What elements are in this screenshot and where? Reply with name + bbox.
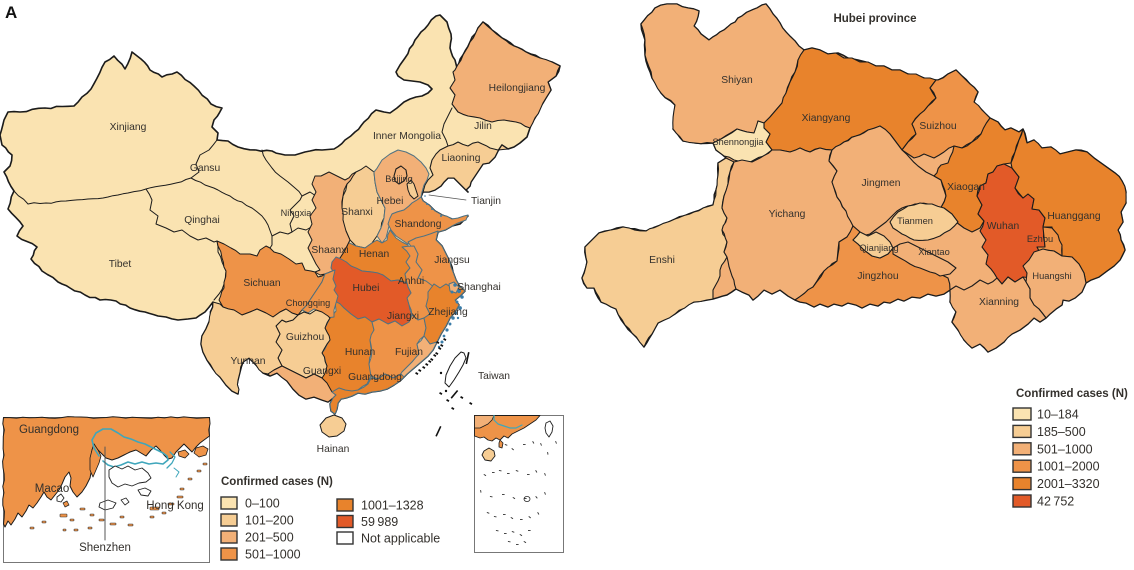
svg-text:Ningxia: Ningxia — [281, 208, 313, 218]
svg-text:Inner Mongolia: Inner Mongolia — [373, 131, 441, 142]
svg-text:Yunnan: Yunnan — [231, 356, 266, 367]
svg-text:185–500: 185–500 — [1037, 425, 1086, 439]
svg-text:1001–2000: 1001–2000 — [1037, 460, 1100, 474]
svg-text:Anhui: Anhui — [398, 276, 424, 287]
svg-text:Shanxi: Shanxi — [341, 207, 372, 218]
svg-text:Hebei: Hebei — [377, 196, 404, 207]
svg-text:501–1000: 501–1000 — [245, 548, 301, 562]
svg-text:1001–1328: 1001–1328 — [361, 499, 424, 513]
svg-text:Guangdong: Guangdong — [19, 424, 79, 436]
svg-text:Wuhan: Wuhan — [987, 221, 1020, 232]
svg-text:Xiantao: Xiantao — [918, 247, 950, 257]
svg-text:Liaoning: Liaoning — [442, 153, 481, 164]
svg-text:Henan: Henan — [359, 249, 390, 260]
svg-text:Hunan: Hunan — [345, 347, 376, 358]
svg-text:Enshi: Enshi — [649, 255, 675, 266]
svg-text:Ezhou: Ezhou — [1027, 234, 1053, 244]
svg-text:Confirmed cases (N): Confirmed cases (N) — [1016, 388, 1128, 400]
svg-text:501–1000: 501–1000 — [1037, 442, 1093, 456]
svg-text:Shiyan: Shiyan — [721, 75, 753, 86]
svg-text:Shanghai: Shanghai — [457, 282, 501, 293]
svg-text:Macao: Macao — [35, 483, 70, 495]
svg-text:Guizhou: Guizhou — [286, 332, 325, 343]
svg-text:Guangdong: Guangdong — [348, 372, 402, 383]
svg-text:Jiangsu: Jiangsu — [434, 255, 470, 266]
svg-text:Zhejiang: Zhejiang — [428, 307, 468, 318]
svg-text:Yichang: Yichang — [769, 209, 806, 220]
svg-text:Chongqing: Chongqing — [286, 298, 330, 308]
svg-text:Guangxi: Guangxi — [303, 366, 341, 377]
svg-text:A: A — [5, 3, 17, 22]
svg-text:Tibet: Tibet — [109, 259, 132, 270]
svg-text:Shaanxi: Shaanxi — [311, 245, 348, 256]
svg-text:101–200: 101–200 — [245, 514, 294, 528]
svg-text:Xinjiang: Xinjiang — [110, 122, 147, 133]
svg-text:201–500: 201–500 — [245, 531, 294, 545]
svg-text:Huanggang: Huanggang — [1047, 211, 1101, 222]
svg-text:Jingzhou: Jingzhou — [857, 271, 898, 282]
svg-text:Tianjin: Tianjin — [471, 196, 501, 207]
svg-text:Hubei province: Hubei province — [833, 13, 916, 25]
svg-text:Fujian: Fujian — [395, 347, 423, 358]
svg-text:Jilin: Jilin — [474, 121, 492, 132]
svg-text:Qinghai: Qinghai — [184, 215, 220, 226]
svg-text:Xianning: Xianning — [979, 297, 1019, 308]
svg-text:2001–3320: 2001–3320 — [1037, 477, 1100, 491]
svg-text:Beijing: Beijing — [385, 174, 413, 184]
svg-text:0–100: 0–100 — [245, 497, 280, 511]
svg-text:Jingmen: Jingmen — [862, 178, 901, 189]
svg-text:Shandong: Shandong — [395, 219, 442, 230]
svg-text:Qianjiang: Qianjiang — [859, 243, 898, 253]
svg-text:10–184: 10–184 — [1037, 408, 1079, 422]
svg-text:Huangshi: Huangshi — [1032, 271, 1071, 281]
svg-text:Heilongjiang: Heilongjiang — [489, 83, 546, 94]
svg-text:Xiaogan: Xiaogan — [947, 182, 985, 193]
svg-text:Tianmen: Tianmen — [897, 216, 933, 226]
svg-text:Suizhou: Suizhou — [919, 121, 956, 132]
svg-text:Hubei: Hubei — [353, 283, 380, 294]
svg-text:Xiangyang: Xiangyang — [802, 113, 851, 124]
svg-text:Hong Kong: Hong Kong — [146, 500, 204, 512]
svg-text:Sichuan: Sichuan — [243, 278, 280, 289]
svg-text:59 989: 59 989 — [361, 515, 398, 529]
svg-text:Gansu: Gansu — [190, 163, 221, 174]
svg-text:Hainan: Hainan — [317, 444, 350, 455]
svg-text:Taiwan: Taiwan — [478, 371, 510, 382]
svg-text:Jiangxi: Jiangxi — [387, 311, 419, 322]
svg-text:Not applicable: Not applicable — [361, 532, 440, 546]
svg-text:Confirmed cases (N): Confirmed cases (N) — [221, 476, 333, 488]
svg-text:Shennongjia: Shennongjia — [712, 137, 764, 147]
svg-text:42 752: 42 752 — [1037, 495, 1074, 509]
svg-text:Shenzhen: Shenzhen — [79, 542, 131, 554]
